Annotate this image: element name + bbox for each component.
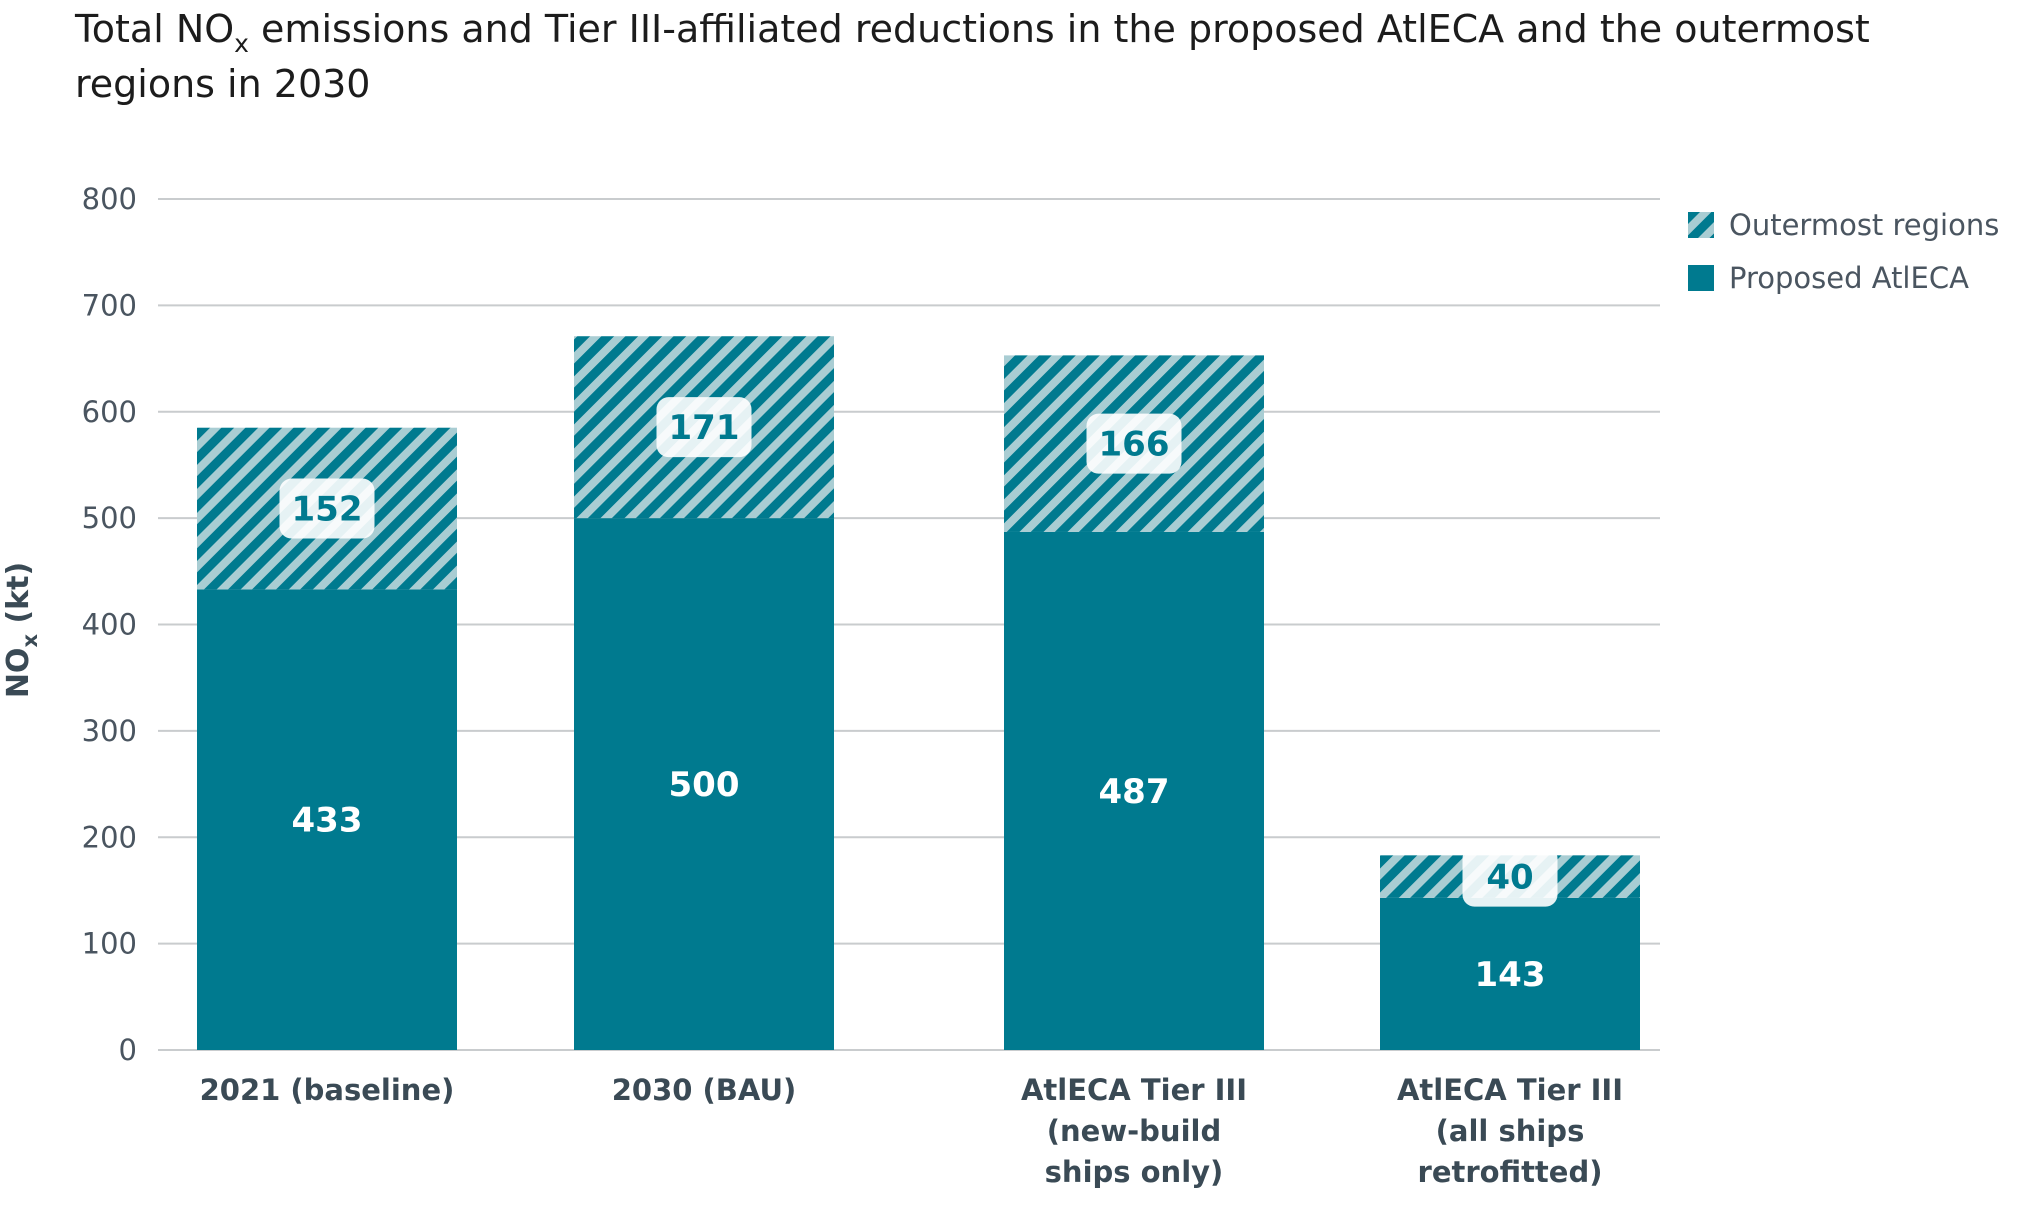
data-label-proposed-atleca: 500 bbox=[669, 765, 740, 805]
x-category-label: ships only) bbox=[1045, 1155, 1224, 1189]
data-label-outermost-regions: 171 bbox=[669, 408, 740, 448]
y-axis-label-main: NO bbox=[1, 648, 36, 699]
x-category-label: 2021 (baseline) bbox=[200, 1073, 455, 1107]
data-label-proposed-atleca: 487 bbox=[1099, 772, 1170, 812]
data-label-box bbox=[656, 397, 752, 458]
data-label-box bbox=[1086, 413, 1182, 474]
bar-proposed-atleca bbox=[1380, 897, 1640, 1050]
data-label-outermost-regions: 152 bbox=[292, 490, 363, 530]
y-tick-label: 700 bbox=[82, 288, 137, 322]
bar-proposed-atleca bbox=[197, 589, 457, 1050]
legend-swatch bbox=[1688, 265, 1714, 291]
legend-label: Proposed AtlECA bbox=[1729, 261, 1969, 295]
title-subscript: x bbox=[234, 29, 249, 58]
bars: 433 152 500 171 487 166 143 40 bbox=[197, 336, 1640, 1050]
y-axis-label-unit: (kt) bbox=[1, 562, 36, 634]
data-label-proposed-atleca: 433 bbox=[292, 801, 363, 841]
y-tick-label: 800 bbox=[82, 182, 137, 216]
data-label-outermost-regions: 40 bbox=[1486, 858, 1533, 898]
x-category-label: AtlECA Tier III bbox=[1397, 1073, 1623, 1107]
x-category-label: (new-build bbox=[1047, 1114, 1221, 1148]
bar-proposed-atleca bbox=[1004, 531, 1264, 1050]
x-category-label: AtlECA Tier III bbox=[1021, 1073, 1247, 1107]
y-axis-ticks: 0 100 200 300 400 500 600 700 800 bbox=[82, 182, 137, 1067]
data-label-box bbox=[1462, 846, 1558, 907]
chart-title: Total NOx emissions and Tier III-affilia… bbox=[75, 4, 1975, 109]
data-label-proposed-atleca: 143 bbox=[1475, 955, 1546, 995]
x-category-label: retrofitted) bbox=[1418, 1155, 1603, 1189]
y-tick-label: 300 bbox=[82, 714, 137, 748]
x-category-label: 2030 (BAU) bbox=[612, 1073, 797, 1107]
data-label-outermost-regions: 166 bbox=[1099, 425, 1170, 465]
y-axis-label-sub: x bbox=[18, 634, 42, 648]
bar-proposed-atleca bbox=[574, 518, 834, 1050]
y-tick-label: 400 bbox=[82, 608, 137, 642]
y-tick-label: 200 bbox=[82, 820, 137, 854]
y-tick-label: 600 bbox=[82, 395, 137, 429]
y-tick-label: 0 bbox=[119, 1033, 137, 1067]
legend-swatch bbox=[1688, 212, 1714, 238]
x-axis-categories: 2021 (baseline) 2030 (BAU) AtlECA Tier III… bbox=[200, 1073, 1623, 1189]
y-tick-label: 500 bbox=[82, 501, 137, 535]
x-category-label: (all ships bbox=[1436, 1114, 1585, 1148]
legend: Outermost regions Proposed AtlECA bbox=[1688, 208, 1999, 295]
data-label-box bbox=[279, 478, 375, 539]
title-text-before: Total NO bbox=[75, 7, 235, 51]
legend-label: Outermost regions bbox=[1729, 208, 1999, 242]
y-tick-label: 100 bbox=[82, 927, 137, 961]
title-text-after: emissions and Tier III-affiliated reduct… bbox=[75, 7, 1870, 106]
y-axis-label: NOx (kt) bbox=[1, 562, 42, 698]
